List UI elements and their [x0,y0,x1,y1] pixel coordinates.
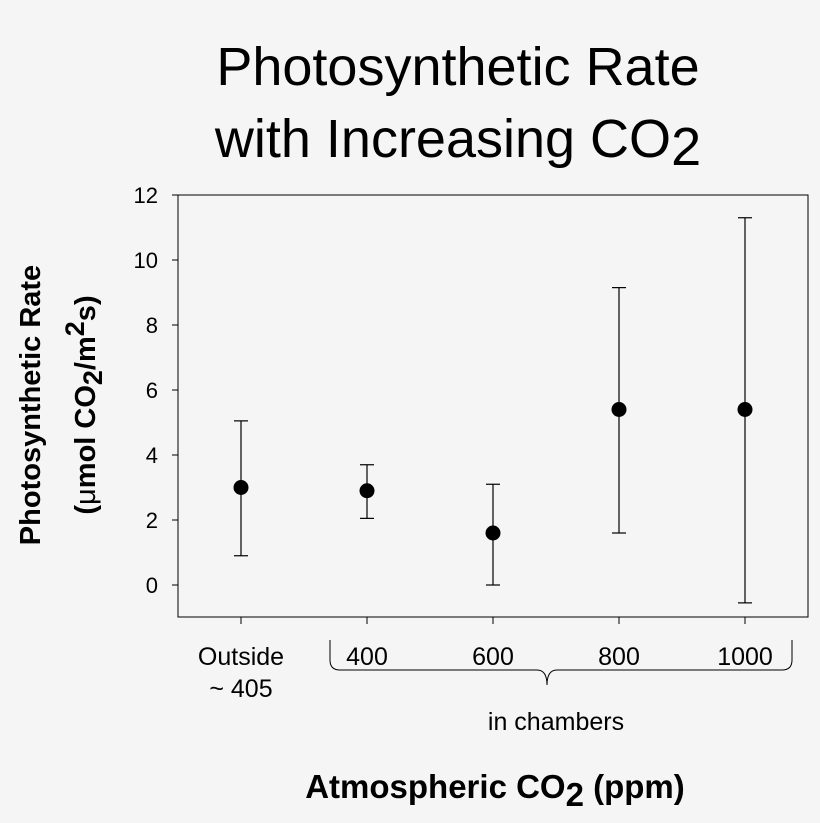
chart-title-line2-sub: 2 [671,117,701,177]
y-tick-label: 12 [134,183,158,208]
data-points [233,402,753,541]
x-tick-label: Outside [198,643,284,671]
chambers-label: in chambers [488,708,624,736]
y-tick-label: 4 [146,443,158,468]
x-axis: Outside ~ 405 400 600 800 1000 [198,617,773,703]
y-tick-label: 2 [146,508,158,533]
x-axis-label: Atmospheric CO2 (ppm) [305,768,685,813]
x-tick-label: 400 [346,643,388,671]
x-tick-label: 800 [598,643,640,671]
chart-title-line2-main: with Increasing CO [214,109,671,169]
y-axis: 0 2 4 6 8 10 12 [134,183,178,598]
chart-title-line1: Photosynthetic Rate [216,37,699,97]
y-axis-label-line1: Photosynthetic Rate [15,265,47,545]
y-axis-label-line2: (μmol CO2/m2s) [60,295,108,514]
x-tick-label-line2: ~ 405 [209,675,272,703]
error-bars [234,217,752,604]
x-tick-label: 1000 [717,643,773,671]
chart-title-line2: with Increasing CO2 [214,109,701,177]
data-point [737,402,753,417]
y-axis-label: Photosynthetic Rate (μmol CO2/m2s) [15,265,108,545]
data-point [359,483,375,499]
y-tick-label: 6 [146,378,158,403]
y-tick-label: 8 [146,313,158,338]
x-tick-label: 600 [472,643,514,671]
data-point [233,480,249,495]
y-tick-label: 10 [134,248,158,273]
data-point [611,402,627,417]
y-tick-label: 0 [146,573,158,598]
data-point [485,525,501,541]
chambers-bracket [329,640,793,686]
